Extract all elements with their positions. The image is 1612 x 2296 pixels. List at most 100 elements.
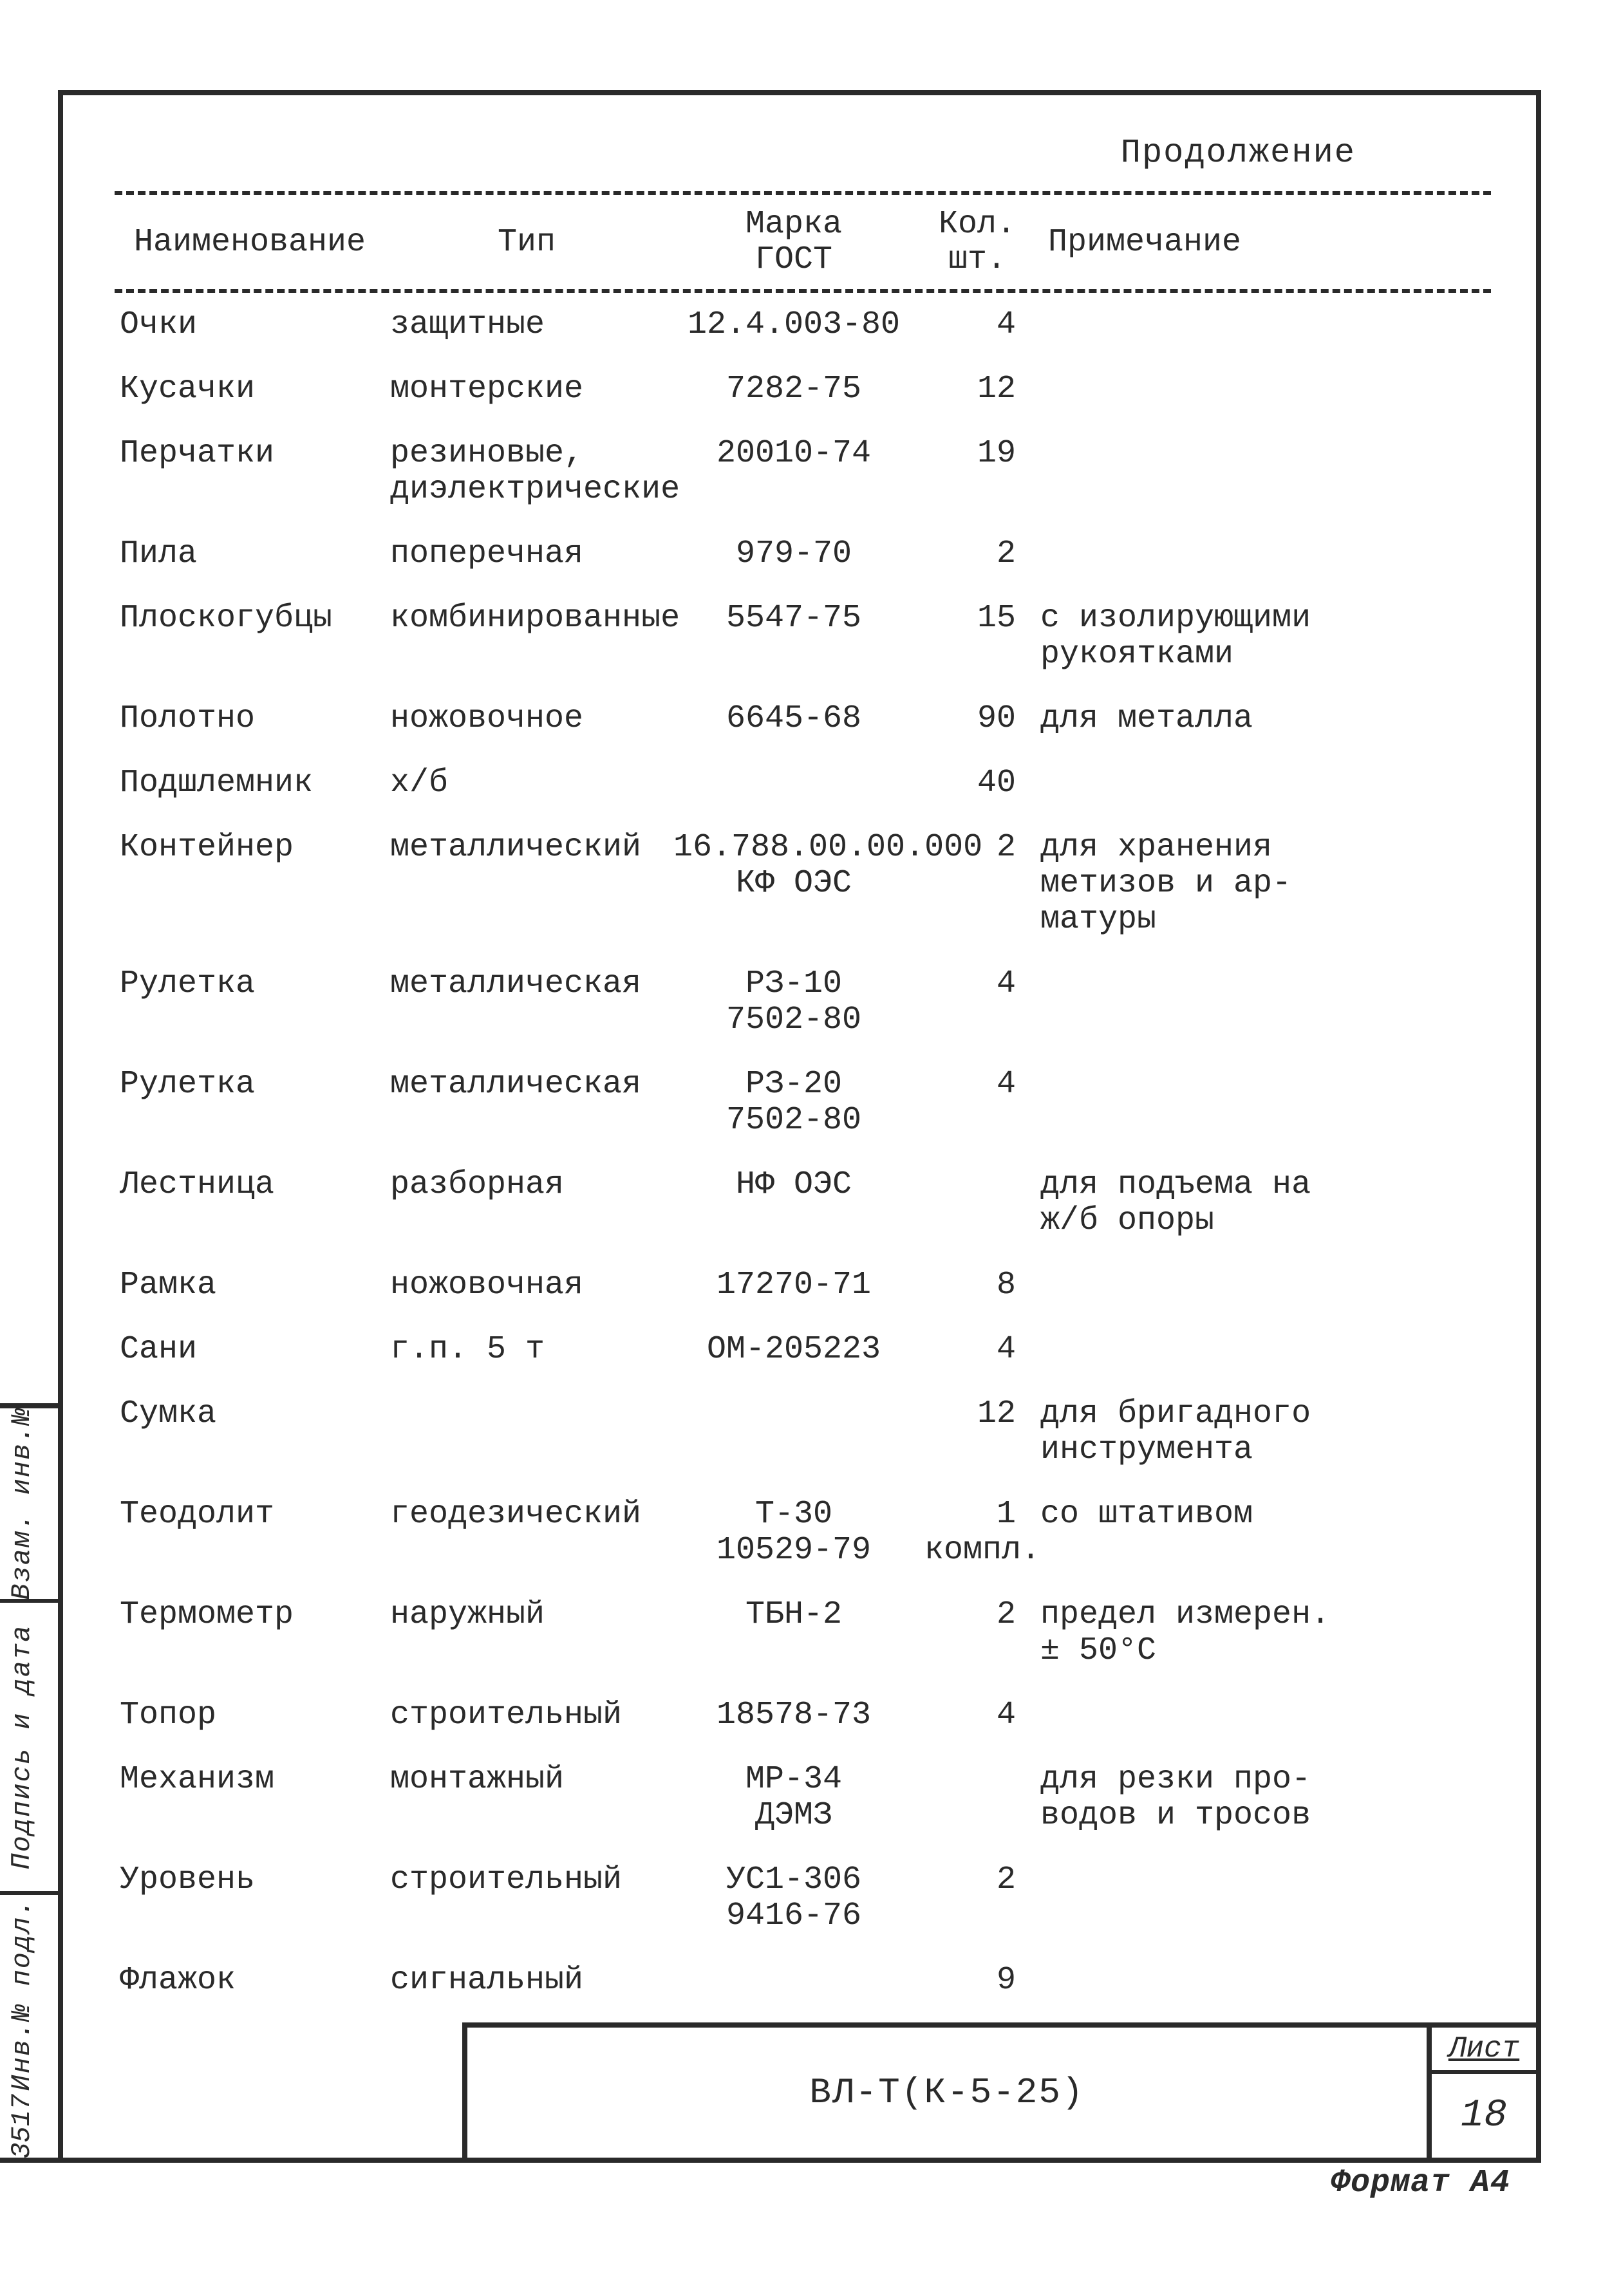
cell-type: геодезический bbox=[385, 1482, 668, 1583]
cell-type: монтерские bbox=[385, 357, 668, 422]
table-row: Флажоксигнальный9 bbox=[115, 1948, 1491, 2013]
cell-gost: РЗ-107502-80 bbox=[668, 952, 919, 1052]
cell-gost: Т-3010529-79 bbox=[668, 1482, 919, 1583]
cell-gost: 17270-71 bbox=[668, 1253, 919, 1318]
title-block: ВЛ-Т(К-5-25) Лист 18 bbox=[462, 2022, 1536, 2158]
cell-type: металлическая bbox=[385, 1052, 668, 1153]
cell-name: Сумка bbox=[115, 1382, 385, 1482]
cell-note: для подъема наж/б опоры bbox=[1035, 1153, 1491, 1253]
cell-type: г.п. 5 т bbox=[385, 1318, 668, 1382]
cell-note bbox=[1035, 1318, 1491, 1382]
cell-name: Рулетка bbox=[115, 1052, 385, 1153]
cell-qty: 15 bbox=[919, 586, 1035, 687]
cell-qty: 2 bbox=[919, 1848, 1035, 1948]
cell-note bbox=[1035, 522, 1491, 586]
cell-type: металлический bbox=[385, 816, 668, 952]
cell-qty bbox=[919, 1153, 1035, 1253]
cell-note: для бригадногоинструмента bbox=[1035, 1382, 1491, 1482]
cell-qty: 9 bbox=[919, 1948, 1035, 2013]
table-row: Перчаткирезиновые,диэлектрические20010-7… bbox=[115, 422, 1491, 522]
col-type: Тип bbox=[385, 195, 668, 289]
table-row: ТермометрнаружныйТБН-22предел измерен.± … bbox=[115, 1583, 1491, 1683]
cell-type bbox=[385, 1382, 668, 1482]
cell-name: Рулетка bbox=[115, 952, 385, 1052]
cell-name: Кусачки bbox=[115, 357, 385, 422]
cell-name: Флажок bbox=[115, 1948, 385, 2013]
page-frame: Продолжение Наименование Тип Марка ГОСТ … bbox=[58, 90, 1541, 2163]
cell-note: для храненияметизов и ар-матуры bbox=[1035, 816, 1491, 952]
cell-type: защитные bbox=[385, 293, 668, 357]
cell-name: Плоскогубцы bbox=[115, 586, 385, 687]
table-row: РулеткаметаллическаяРЗ-207502-804 bbox=[115, 1052, 1491, 1153]
table-row: Рамканожовочная17270-718 bbox=[115, 1253, 1491, 1318]
col-qty: Кол. шт. bbox=[919, 195, 1035, 289]
table-row: Сумка 12для бригадногоинструмента bbox=[115, 1382, 1491, 1482]
cell-gost: 18578-73 bbox=[668, 1683, 919, 1748]
cell-type: поперечная bbox=[385, 522, 668, 586]
cell-gost: ТБН-2 bbox=[668, 1583, 919, 1683]
cell-name: Теодолит bbox=[115, 1482, 385, 1583]
cell-gost: 7282-75 bbox=[668, 357, 919, 422]
cell-qty: 19 bbox=[919, 422, 1035, 522]
leaf-number: 18 bbox=[1432, 2074, 1536, 2158]
cell-qty: 40 bbox=[919, 751, 1035, 816]
cell-note bbox=[1035, 751, 1491, 816]
cell-gost: МР-34ДЭМЗ bbox=[668, 1748, 919, 1848]
cell-gost: 5547-75 bbox=[668, 586, 919, 687]
cell-gost bbox=[668, 1948, 919, 2013]
table-row: Подшлемникх/б40 bbox=[115, 751, 1491, 816]
cell-gost: УС1-3069416-76 bbox=[668, 1848, 919, 1948]
cell-type: ножовочное bbox=[385, 687, 668, 751]
table-row: Пилапоперечная979-702 bbox=[115, 522, 1491, 586]
cell-qty: 12 bbox=[919, 1382, 1035, 1482]
cell-type: наружный bbox=[385, 1583, 668, 1683]
cell-qty: 90 bbox=[919, 687, 1035, 751]
cell-gost: 6645-68 bbox=[668, 687, 919, 751]
table-row: Плоскогубцыкомбинированные5547-7515с изо… bbox=[115, 586, 1491, 687]
cell-note bbox=[1035, 1683, 1491, 1748]
cell-note: для резки про-водов и тросов bbox=[1035, 1748, 1491, 1848]
cell-gost: НФ ОЭС bbox=[668, 1153, 919, 1253]
cell-name: Рамка bbox=[115, 1253, 385, 1318]
table-header-row: Наименование Тип Марка ГОСТ Кол. шт. При… bbox=[115, 195, 1491, 289]
cell-note bbox=[1035, 952, 1491, 1052]
cell-type: строительный bbox=[385, 1683, 668, 1748]
cell-name: Топор bbox=[115, 1683, 385, 1748]
side-label-b: Подпись и дата bbox=[6, 1624, 37, 1869]
cell-type: ножовочная bbox=[385, 1253, 668, 1318]
cell-type: комбинированные bbox=[385, 586, 668, 687]
cell-qty: 2 bbox=[919, 1583, 1035, 1683]
drawing-code: ВЛ-Т(К-5-25) bbox=[467, 2028, 1427, 2158]
table-row: МеханизммонтажныйМР-34ДЭМЗдля резки про-… bbox=[115, 1748, 1491, 1848]
format-label: Формат А4 bbox=[1331, 2165, 1510, 2201]
table-body: Очкизащитные12.4.003-804Кусачкимонтерски… bbox=[115, 293, 1491, 2013]
side-inv-number: 23517 bbox=[6, 2094, 37, 2158]
cell-note: с изолирующимирукоятками bbox=[1035, 586, 1491, 687]
cell-type: разборная bbox=[385, 1153, 668, 1253]
cell-note bbox=[1035, 293, 1491, 357]
table-row: ЛестницаразборнаяНФ ОЭС для подъема наж/б… bbox=[115, 1153, 1491, 1253]
side-strip: Взам. инв.№ Подпись и дата Инв.№ подл. 2… bbox=[0, 1403, 58, 2163]
col-gost-l2: ГОСТ bbox=[755, 241, 832, 278]
table-row: Контейнерметаллический16.788.00.00.000КФ… bbox=[115, 816, 1491, 952]
cell-note bbox=[1035, 1253, 1491, 1318]
cell-qty: 4 bbox=[919, 293, 1035, 357]
side-label-a: Взам. инв.№ bbox=[6, 1408, 37, 1599]
cell-note bbox=[1035, 1052, 1491, 1153]
table-row: Очкизащитные12.4.003-804 bbox=[115, 293, 1491, 357]
side-cell-c: Инв.№ подл. 23517 bbox=[0, 1891, 58, 2158]
continuation-label: Продолжение bbox=[102, 134, 1510, 172]
cell-qty: 12 bbox=[919, 357, 1035, 422]
side-cell-a: Взам. инв.№ bbox=[0, 1408, 58, 1599]
cell-note: со штативом bbox=[1035, 1482, 1491, 1583]
leaf-label: Лист bbox=[1432, 2028, 1536, 2074]
cell-name: Перчатки bbox=[115, 422, 385, 522]
cell-note bbox=[1035, 1848, 1491, 1948]
page-content: Продолжение Наименование Тип Марка ГОСТ … bbox=[63, 95, 1536, 2158]
cell-name: Лестница bbox=[115, 1153, 385, 1253]
cell-name: Подшлемник bbox=[115, 751, 385, 816]
cell-note bbox=[1035, 1948, 1491, 2013]
col-name: Наименование bbox=[115, 195, 385, 289]
cell-name: Очки bbox=[115, 293, 385, 357]
col-qty-l1: Кол. bbox=[939, 206, 1016, 243]
